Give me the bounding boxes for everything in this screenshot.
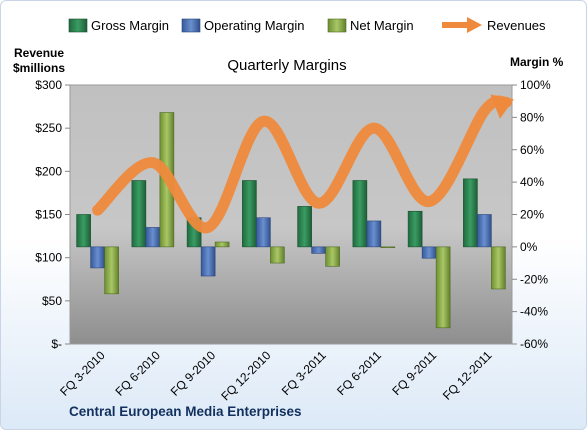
bar-net-margin bbox=[214, 241, 230, 248]
bar-net-margin bbox=[435, 246, 451, 329]
bar-operating-margin bbox=[311, 246, 326, 254]
right-tick-label: -40% bbox=[520, 305, 548, 319]
right-tick-label: 60% bbox=[520, 143, 544, 157]
legend-label-gross-margin: Gross Margin bbox=[91, 18, 169, 33]
left-axis: $- $50 $100 $150 $200 $250 $300 bbox=[35, 78, 70, 351]
left-tick-label: $250 bbox=[35, 121, 62, 135]
x-tick-label: FQ 3-2011 bbox=[279, 348, 329, 398]
bar-net-margin bbox=[380, 246, 396, 248]
bar-net-margin bbox=[104, 246, 119, 295]
left-tick-label: $- bbox=[51, 337, 62, 351]
bar-operating-margin bbox=[256, 217, 271, 248]
bar-gross-margin bbox=[297, 206, 312, 248]
left-tick-label: $50 bbox=[42, 294, 62, 308]
bar-operating-margin bbox=[421, 246, 437, 259]
bar-gross-margin bbox=[76, 214, 91, 248]
bar-net-margin bbox=[491, 246, 506, 290]
x-tick-label: FQ 12-2010 bbox=[218, 348, 273, 403]
legend-swatch-gross-margin bbox=[68, 18, 88, 33]
revenue-line bbox=[92, 95, 512, 234]
bar-net-margin bbox=[325, 246, 340, 267]
bar-gross-margin bbox=[242, 180, 257, 248]
bar-series bbox=[76, 112, 506, 329]
right-tick-label: 80% bbox=[520, 110, 544, 124]
bar-gross-margin bbox=[352, 180, 368, 248]
x-axis: FQ 3-2010 FQ 6-2010 FQ 9-2010 FQ 12-2010 FQ … bbox=[57, 348, 494, 403]
bar-operating-margin bbox=[90, 246, 105, 269]
bar-operating-margin bbox=[145, 227, 161, 248]
left-tick-label: $150 bbox=[35, 208, 62, 222]
left-tick-label: $300 bbox=[35, 78, 62, 92]
bar-operating-margin bbox=[200, 246, 216, 277]
legend-label-net-margin: Net Margin bbox=[350, 18, 414, 33]
legend-swatch-operating-margin bbox=[181, 18, 201, 33]
bar-gross-margin bbox=[407, 210, 423, 248]
bar-operating-margin bbox=[366, 220, 382, 248]
revenue-arrowhead bbox=[490, 94, 514, 119]
right-tick-label: 0% bbox=[520, 240, 538, 254]
x-tick-label: FQ 3-2010 bbox=[57, 348, 108, 399]
bar-gross-margin bbox=[463, 178, 478, 248]
x-tick-label: FQ 6-2011 bbox=[334, 348, 384, 398]
right-axis: -60% -40% -20% 0% 20% 40% 60% 80% 100% bbox=[512, 78, 551, 351]
bar-net-margin bbox=[270, 246, 285, 264]
right-axis-title: Margin % bbox=[510, 55, 564, 69]
x-tick-label: FQ 6-2010 bbox=[113, 348, 164, 399]
right-tick-label: -20% bbox=[520, 272, 548, 286]
left-tick-label: $100 bbox=[35, 251, 62, 265]
legend-label-operating-margin: Operating Margin bbox=[204, 18, 304, 33]
right-tick-label: 20% bbox=[520, 208, 544, 222]
company-name: Central European Media Enterprises bbox=[69, 404, 302, 419]
x-tick-label: FQ 12-2011 bbox=[440, 348, 495, 403]
chart-title: Quarterly Margins bbox=[227, 57, 346, 74]
revenue-series bbox=[92, 94, 514, 234]
right-tick-label: 40% bbox=[520, 175, 544, 189]
left-axis-title-line2: $millions bbox=[13, 61, 65, 75]
legend-swatch-revenues bbox=[442, 17, 482, 33]
right-tick-label: -60% bbox=[520, 337, 548, 351]
right-tick-label: 100% bbox=[520, 78, 551, 92]
legend-swatch-net-margin bbox=[327, 18, 347, 33]
left-tick-label: $200 bbox=[35, 164, 62, 178]
bar-operating-margin bbox=[477, 214, 492, 248]
x-tick-label: FQ 9-2011 bbox=[389, 348, 439, 398]
legend: Gross Margin Operating Margin Net Margin… bbox=[68, 17, 546, 33]
x-tick-label: FQ 9-2010 bbox=[168, 348, 219, 399]
left-axis-title-line1: Revenue bbox=[14, 46, 64, 60]
bar-gross-margin bbox=[131, 180, 147, 248]
legend-label-revenues: Revenues bbox=[487, 18, 546, 33]
